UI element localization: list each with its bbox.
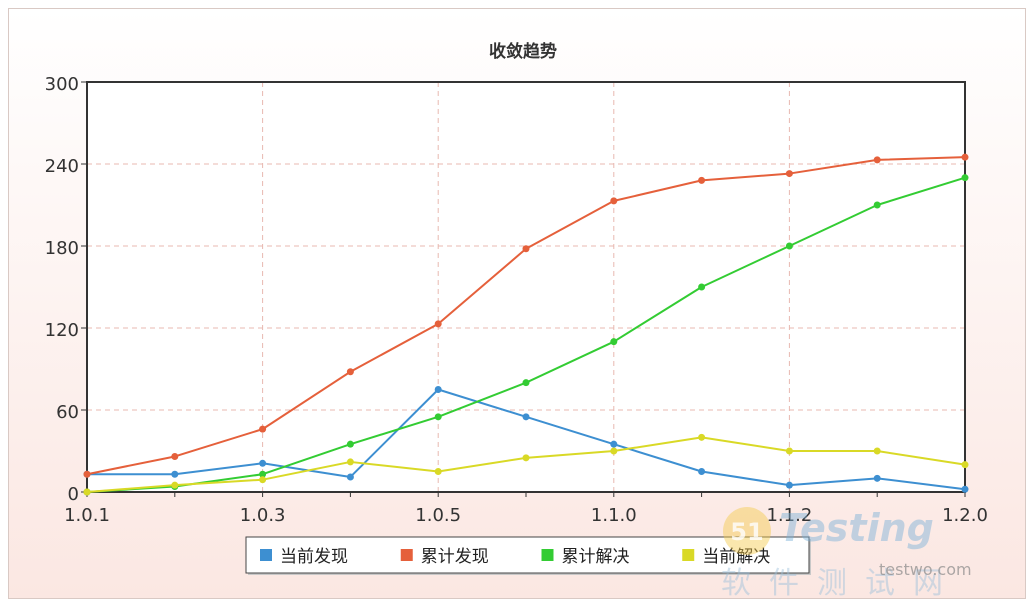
y-tick-label: 180 (45, 238, 79, 259)
data-point[interactable] (259, 470, 267, 478)
legend-label: 当前解决 (702, 547, 770, 567)
data-point[interactable] (698, 283, 706, 291)
data-point[interactable] (610, 440, 618, 448)
x-tick-label: 1.2.0 (942, 505, 988, 526)
data-point[interactable] (698, 433, 706, 441)
series-2 (83, 153, 969, 478)
legend-item[interactable]: 当前发现 (260, 547, 348, 567)
x-tick-label: 1.1.2 (766, 505, 812, 526)
data-point[interactable] (83, 488, 91, 496)
data-point[interactable] (259, 459, 267, 467)
y-tick-label: 240 (45, 156, 79, 177)
legend: 当前发现 累计发现 累计解决 当前解决 (245, 536, 811, 575)
legend-swatch (682, 549, 695, 561)
data-point[interactable] (434, 386, 442, 393)
data-point[interactable] (171, 481, 179, 489)
data-point[interactable] (785, 242, 793, 250)
data-point[interactable] (873, 156, 881, 164)
data-point[interactable] (610, 447, 618, 455)
data-point[interactable] (434, 413, 442, 421)
series-layer (83, 153, 969, 496)
x-axis: 1.0.1 1.0.3 1.0.5 1.1.0 1.1.2 1.2.0 (64, 492, 988, 526)
data-point[interactable] (346, 473, 354, 481)
data-point[interactable] (785, 447, 793, 455)
data-point[interactable] (873, 447, 881, 455)
legend-box (245, 536, 810, 574)
data-point[interactable] (522, 454, 530, 462)
x-tick-label: 1.0.3 (240, 505, 286, 526)
data-point[interactable] (961, 461, 969, 469)
y-tick-label: 0 (68, 484, 79, 505)
data-point[interactable] (961, 174, 969, 182)
data-point[interactable] (346, 368, 354, 376)
data-point[interactable] (873, 201, 881, 209)
data-point[interactable] (259, 425, 267, 433)
line-chart: 收敛趋势 0 60 120 180 240 300 1.0.1 1.0.3 1.0.5 1.1.… (45, 41, 988, 575)
watermark-cn-text: 软件测试网 (721, 566, 961, 601)
legend-item[interactable]: 累计解决 (541, 547, 630, 567)
legend-label: 累计解决 (562, 547, 630, 567)
watermark-logo-circle (723, 507, 771, 555)
data-point[interactable] (698, 468, 706, 475)
x-tick-label: 1.0.5 (415, 505, 461, 526)
data-point[interactable] (961, 153, 969, 161)
watermark-logo-text: Testing (779, 506, 934, 550)
data-point[interactable] (434, 320, 442, 328)
y-tick-label: 60 (56, 402, 79, 423)
grid (87, 82, 965, 492)
data-point[interactable] (522, 379, 530, 387)
data-point[interactable] (434, 468, 442, 475)
data-point[interactable] (259, 476, 267, 484)
legend-label: 当前发现 (280, 547, 348, 567)
data-point[interactable] (785, 481, 793, 489)
legend-label: 累计发现 (421, 547, 489, 567)
y-tick-label: 120 (45, 320, 79, 341)
x-tick-label: 1.1.0 (591, 505, 637, 526)
data-point[interactable] (522, 245, 530, 253)
legend-swatch (260, 549, 272, 561)
data-point[interactable] (610, 197, 618, 205)
legend-swatch (541, 549, 554, 561)
data-point[interactable] (610, 338, 618, 346)
legend-item[interactable]: 累计发现 (400, 547, 489, 567)
data-point[interactable] (346, 440, 354, 448)
watermark-url: testwo.com (879, 560, 972, 579)
data-point[interactable] (171, 470, 179, 478)
data-point[interactable] (171, 452, 179, 460)
data-point[interactable] (873, 474, 881, 482)
legend-swatch (400, 549, 413, 561)
data-point[interactable] (961, 485, 969, 493)
data-point[interactable] (83, 470, 91, 478)
watermark-logo-number: 51 (730, 518, 763, 546)
plot-area (87, 82, 965, 492)
data-point[interactable] (698, 176, 706, 184)
series-4 (83, 433, 969, 496)
chart-frame: 收敛趋势 0 60 120 180 240 300 1.0.1 1.0.3 1.0.5 1.1.… (8, 8, 1026, 601)
watermark: 51 Testing 软件测试网 testwo.com (721, 497, 1031, 607)
y-tick-label: 300 (45, 74, 79, 95)
y-axis: 0 60 120 180 240 300 (45, 74, 87, 505)
legend-item[interactable]: 当前解决 (682, 547, 770, 567)
data-point[interactable] (346, 458, 354, 466)
data-point[interactable] (522, 413, 530, 421)
x-tick-label: 1.0.1 (64, 505, 110, 526)
chart-title: 收敛趋势 (489, 41, 557, 62)
data-point[interactable] (785, 170, 793, 178)
